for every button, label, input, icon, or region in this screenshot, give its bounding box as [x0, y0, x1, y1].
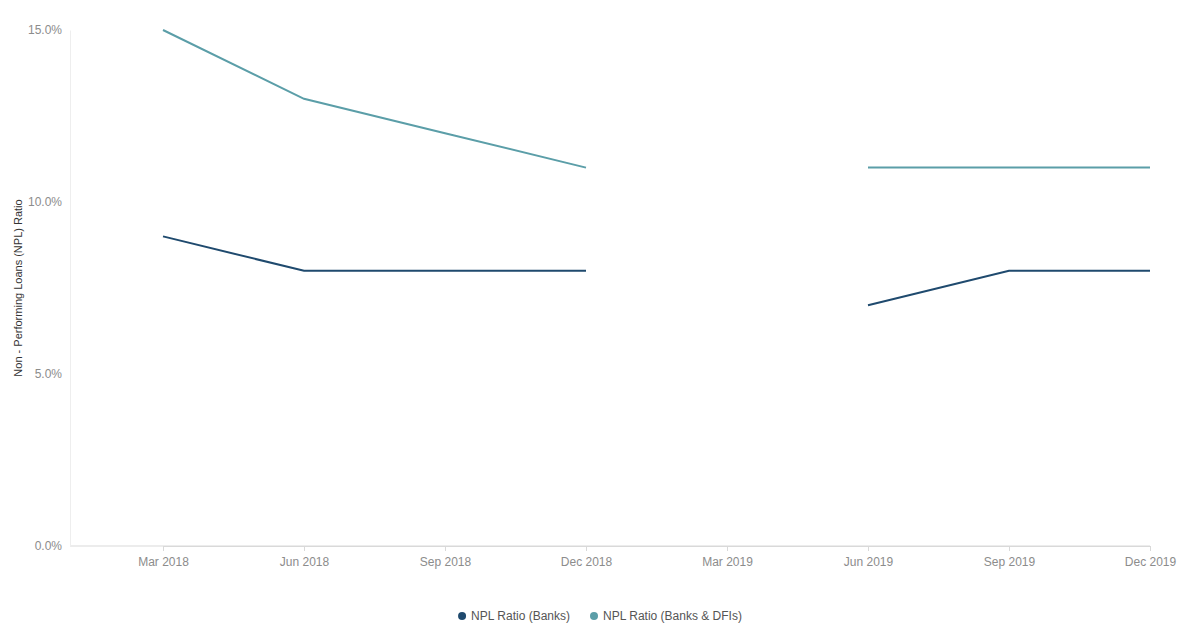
x-tick-label: Jun 2018 [280, 555, 330, 569]
x-tick: Jun 2019 [844, 546, 894, 569]
x-tick-mark [1150, 546, 1151, 551]
x-tick-label: Dec 2019 [1125, 555, 1177, 569]
plot-area [163, 30, 1150, 305]
legend-label: NPL Ratio (Banks & DFIs) [603, 609, 742, 623]
chart: 0.0% 5.0% 10.0% 15.0% Mar 2018 Jun 2018 Sep 20… [0, 0, 1200, 627]
x-tick: Sep 2019 [984, 546, 1036, 569]
x-tick-label: Mar 2019 [702, 555, 753, 569]
x-tick: Dec 2019 [1125, 546, 1177, 569]
y-tick-label: 5.0% [35, 367, 63, 381]
y-tick: 5.0% [35, 367, 70, 381]
x-tick-mark [586, 546, 587, 551]
x-axis-line [164, 546, 1151, 547]
x-tick: Dec 2018 [561, 546, 613, 569]
series-line [163, 236, 1150, 305]
series-line [163, 30, 1150, 168]
x-axis: Mar 2018 Jun 2018 Sep 2018 Dec 2018 Mar 2019… [138, 546, 1176, 569]
baseline [70, 546, 1150, 547]
y-tick-label: 0.0% [35, 539, 63, 553]
x-tick: Mar 2018 [138, 546, 189, 569]
x-tick-mark [445, 546, 446, 551]
x-tick-label: Mar 2018 [138, 555, 189, 569]
x-tick: Sep 2018 [420, 546, 472, 569]
legend-item: NPL Ratio (Banks) [458, 609, 570, 623]
y-tick: 10.0% [28, 195, 70, 209]
y-axis-title: Non - Performing Loans (NPL) Ratio [12, 199, 24, 376]
x-tick-label: Sep 2019 [984, 555, 1036, 569]
x-tick-mark [163, 546, 164, 551]
legend-swatch [590, 612, 598, 620]
x-tick-label: Sep 2018 [420, 555, 472, 569]
legend: NPL Ratio (Banks) NPL Ratio (Banks & DFIs… [458, 609, 742, 623]
legend-swatch [458, 612, 466, 620]
y-tick: 15.0% [28, 23, 70, 37]
x-tick-mark [727, 546, 728, 551]
y-tick-label: 10.0% [28, 195, 62, 209]
legend-item: NPL Ratio (Banks & DFIs) [590, 609, 742, 623]
x-tick-mark [1009, 546, 1010, 551]
y-axis: 0.0% 5.0% 10.0% 15.0% [28, 23, 71, 553]
x-tick: Jun 2018 [280, 546, 330, 569]
legend-label: NPL Ratio (Banks) [471, 609, 570, 623]
y-tick: 0.0% [35, 539, 70, 553]
x-tick-label: Dec 2018 [561, 555, 613, 569]
x-tick: Mar 2019 [702, 546, 753, 569]
x-tick-mark [304, 546, 305, 551]
x-tick-label: Jun 2019 [844, 555, 894, 569]
y-tick-label: 15.0% [28, 23, 62, 37]
x-tick-mark [868, 546, 869, 551]
y-axis-line [70, 31, 71, 547]
